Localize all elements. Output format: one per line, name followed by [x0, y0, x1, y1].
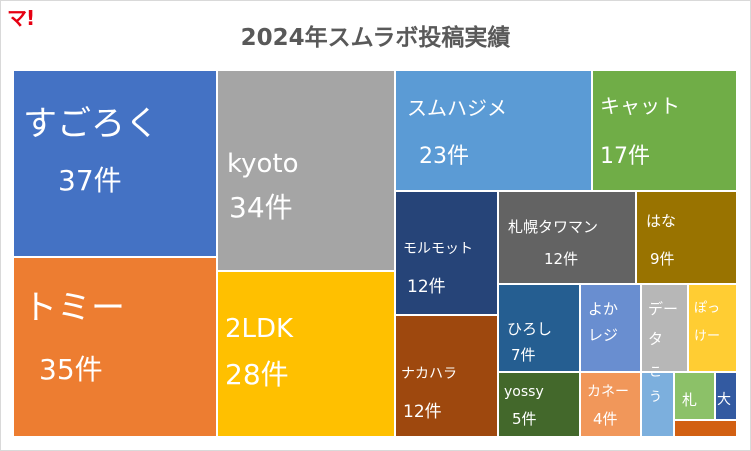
treemap-tile-name-part: レジ	[588, 326, 618, 344]
treemap-tile-name: 2LDK	[225, 314, 294, 344]
treemap-tile-value-label: 34件	[229, 191, 293, 224]
brand-logo: マ!	[7, 6, 35, 30]
treemap-tile-name: キャット	[600, 94, 680, 118]
treemap-rect	[216, 270, 396, 438]
treemap-tile-value-label: 35件	[39, 353, 103, 386]
treemap-rect	[497, 190, 637, 285]
treemap-tile-13: よかレジよかレジ	[579, 283, 642, 373]
treemap-tile-value-label: 4件	[593, 410, 618, 428]
treemap-tile-name: ひろし	[507, 320, 552, 338]
treemap-tile-10: はな 9件	[635, 190, 738, 285]
treemap-tile-value-label: 12件	[544, 250, 578, 268]
treemap-tile-value-label: 9件	[650, 250, 675, 268]
treemap-tile-value-label: 28件	[225, 358, 289, 391]
treemap-tile-value-label: 37件	[58, 164, 122, 197]
treemap-tile-name: 札	[682, 391, 697, 409]
treemap-tile-15: データデータ	[640, 283, 689, 373]
treemap-tile-value-label: 5件	[512, 410, 537, 428]
chart-title: 2024年スムラボ投稿実績	[240, 25, 511, 51]
treemap-tile-name-part: よか	[588, 300, 618, 318]
treemap-tile-name: トミー	[23, 288, 125, 328]
treemap-tile-name-part: タ	[648, 330, 663, 348]
treemap-rect	[591, 69, 738, 192]
treemap-tile-5: スムハジメ 23件	[394, 69, 593, 192]
treemap-tile-name: はな	[646, 212, 676, 230]
treemap-rect	[687, 283, 738, 373]
treemap-tile-17: こうこう	[640, 365, 675, 438]
treemap-tile-9: ナカハラ 12件	[394, 314, 499, 438]
treemap-tile-name-part: けー	[694, 329, 720, 344]
treemap-tile-11: ひろし 7件	[497, 283, 581, 373]
treemap-rect	[12, 256, 218, 438]
treemap-tile-name: スムハジメ	[407, 96, 507, 120]
treemap-rect	[673, 371, 716, 421]
treemap-rect	[394, 314, 499, 438]
treemap-tile-name-part: こ	[649, 365, 662, 380]
treemap-tile-value-label: 12件	[403, 402, 442, 422]
treemap-rect	[640, 283, 689, 373]
treemap-tile-19: 大	[714, 371, 738, 421]
treemap-tile-name: すごろく	[23, 104, 159, 144]
treemap-tile-value-label: 17件	[600, 144, 650, 169]
treemap-tile-value-label: 23件	[419, 144, 469, 169]
treemap-tile-value-label: 7件	[511, 346, 536, 364]
treemap-tile-16: ぽっけーぽっけー	[687, 283, 738, 373]
treemap-tile-name-part: デー	[648, 300, 678, 318]
treemap-tile-value-label: 12件	[407, 277, 446, 297]
treemap-tile-name: モルモット	[403, 241, 473, 257]
treemap-rect	[216, 69, 396, 272]
treemap-tile-name: yossy	[504, 384, 544, 400]
treemap-rect	[497, 371, 581, 438]
treemap-tile-7: モルモット 12件	[394, 190, 499, 316]
treemap-tile-4: 2LDK 28件	[216, 270, 396, 438]
treemap-tile-name: カネー	[587, 384, 629, 400]
treemap-tile-name: 札幌タワマン	[508, 218, 598, 236]
treemap-tile-name-part: ぽっ	[694, 301, 720, 316]
treemap-tile-name: 大	[717, 392, 731, 408]
treemap-tile-6: キャット 17件	[591, 69, 738, 192]
treemap-tile-14: カネー 4件	[579, 371, 642, 438]
treemap-tile-name-part: う	[649, 390, 662, 405]
treemap-tile-name: ナカハラ	[401, 366, 457, 382]
treemap-rect	[579, 371, 642, 438]
treemap-tile-3: kyoto 34件	[216, 69, 396, 272]
treemap-tile-1: すごろく 37件	[12, 69, 218, 258]
treemap-rect	[394, 69, 593, 192]
treemap-rect	[635, 190, 738, 285]
treemap-tile-8: 札幌タワマン 12件	[497, 190, 637, 285]
treemap-tile-18: 札	[673, 371, 716, 421]
treemap-tile-20	[673, 419, 738, 438]
treemap-tile-name: kyoto	[227, 149, 299, 179]
treemap-tile-2: トミー 35件	[12, 256, 218, 438]
treemap-tile-12: yossy 5件	[497, 371, 581, 438]
treemap-rect	[673, 419, 738, 438]
treemap-rect	[12, 69, 218, 258]
